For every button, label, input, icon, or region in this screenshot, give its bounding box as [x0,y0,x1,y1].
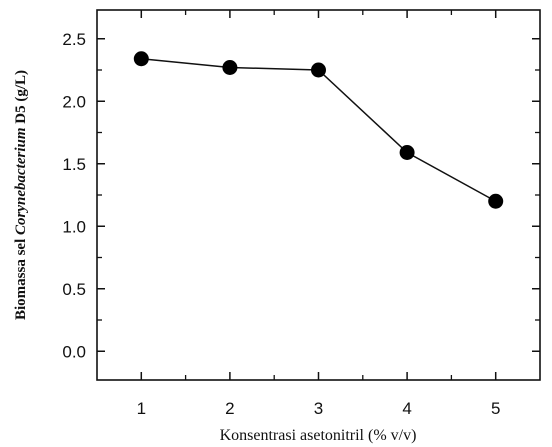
y-axis-title: Biomassa sel Corynebacterium D5 (g/L) [13,70,29,320]
series-group [133,51,504,209]
data-point [311,62,326,78]
y-axis: 0.0 0.5 1.0 1.5 2.0 2.5 [62,30,540,361]
series-line [141,58,497,202]
data-point [399,145,415,160]
y-tick-label: 0.0 [62,342,86,361]
x-axis-title: Konsentrasi asetonitril (% v/v) [220,427,417,444]
x-tick-label: 3 [314,399,323,418]
y-axis-title-part2: D5 (g/L) [13,70,29,128]
x-tick-label: 5 [491,399,500,418]
data-point [488,193,504,209]
data-point [222,60,238,75]
y-tick-label: 1.5 [62,155,86,174]
y-axis-title-italic: Corynebacterium [13,127,29,235]
x-axis: 1 2 3 4 5 [137,10,500,418]
x-tick-label: 4 [402,399,411,418]
y-axis-title-part1: Biomassa sel [13,235,29,320]
x-tick-label: 1 [137,399,146,418]
data-point [133,51,149,67]
x-tick-label: 2 [225,399,234,418]
y-tick-label: 1.0 [62,217,86,236]
y-tick-label: 2.5 [62,30,86,49]
y-tick-label: 2.0 [62,92,86,111]
y-tick-label: 0.5 [62,280,86,299]
